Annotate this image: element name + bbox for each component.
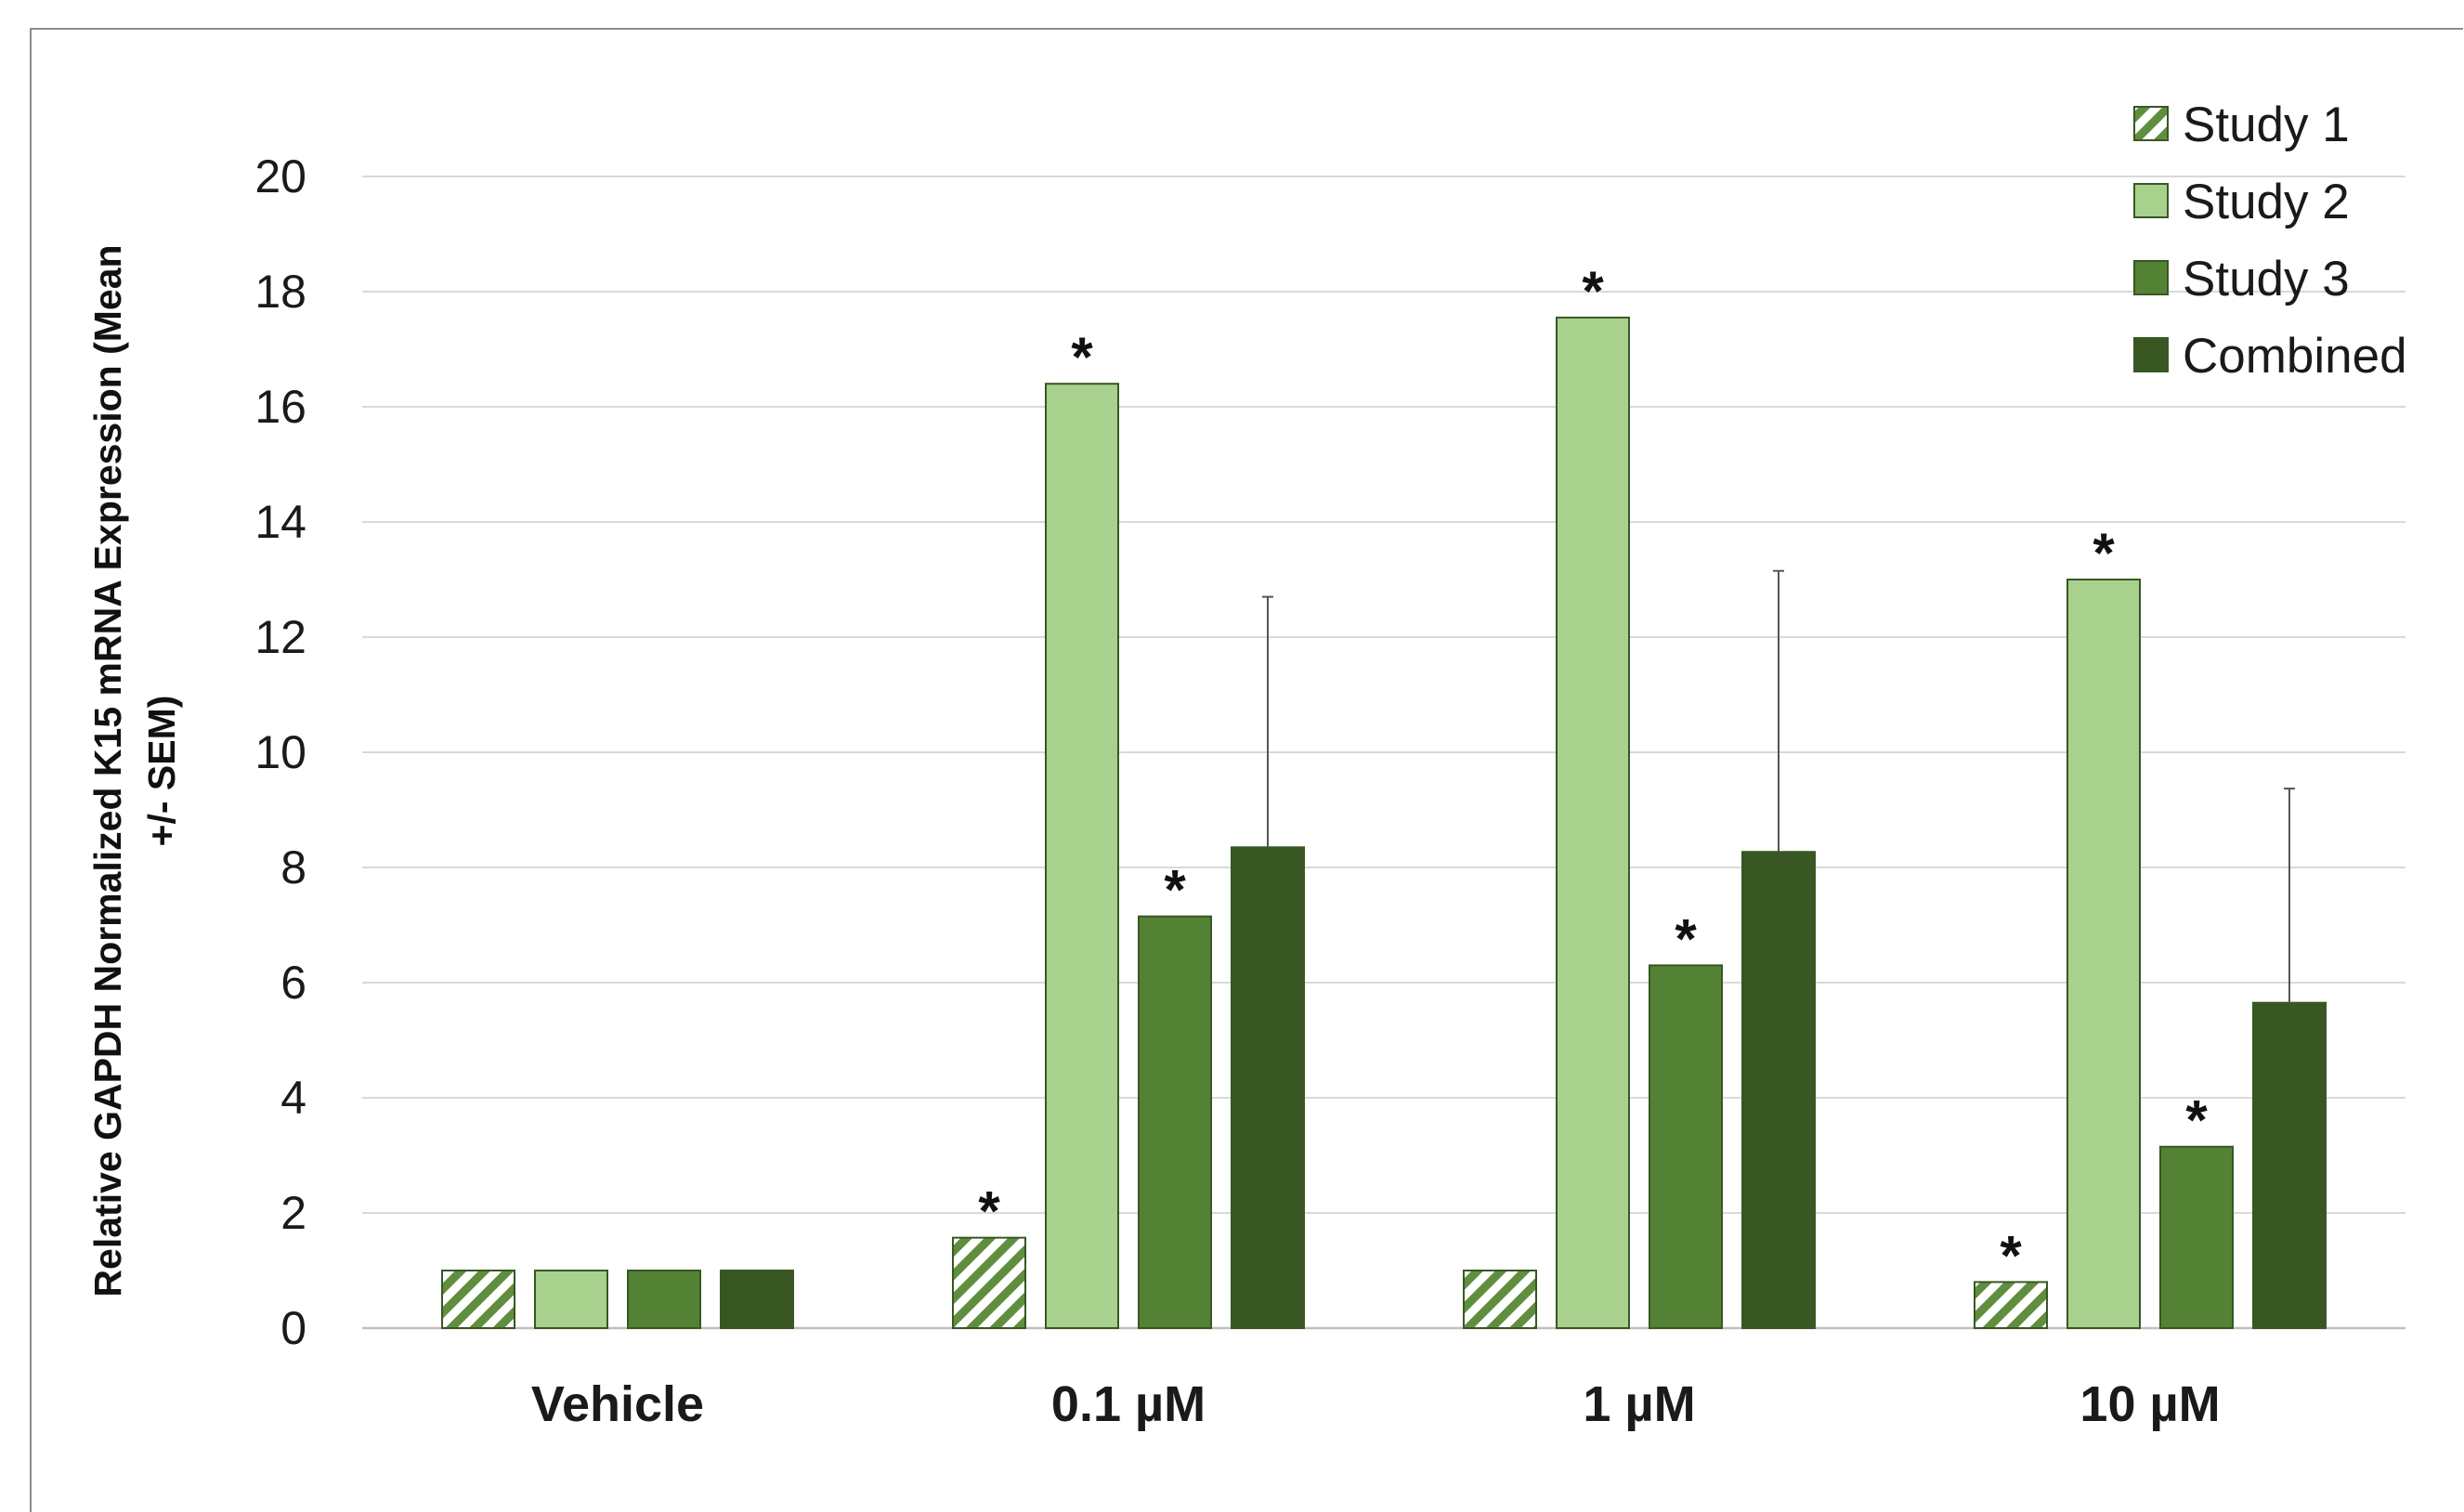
bar-study-3-1 [1138,915,1212,1329]
legend-swatch-study-3 [2133,260,2169,295]
y-axis-ticks: 0 2 4 6 8 10 12 14 16 18 20 [254,150,306,1354]
y-tick-label: 20 [254,150,306,202]
y-tick-label: 0 [280,1302,306,1354]
x-category-label: 0.1 µM [1051,1376,1206,1432]
bar-study-3-3 [2159,1145,2234,1329]
bar-combined-0 [720,1270,794,1329]
chart-frame [30,28,2463,1512]
y-tick-label: 16 [254,381,306,433]
legend-label-study-1: Study 1 [2183,98,2350,152]
x-axis-categories: Vehicle 0.1 µM 1 µM 10 µM [531,1376,2221,1432]
y-tick-label: 6 [280,957,306,1009]
bar-study-3-0 [627,1270,701,1329]
legend-label-study-3: Study 3 [2183,252,2350,306]
legend-swatch-study-1 [2133,106,2169,141]
significance-star: * [1164,859,1186,921]
x-category-label: 1 µM [1583,1376,1695,1432]
error-bars [1262,569,2295,1003]
bars [441,316,2327,1330]
y-axis-title-line: +/- SEM) [140,696,183,847]
y-tick-label: 14 [254,496,306,548]
y-tick-label: 8 [280,841,306,893]
significance-star: * [2000,1224,2022,1286]
bar-study-3-2 [1649,964,1723,1330]
x-category-label: 10 µM [2079,1376,2220,1432]
significance-star: * [978,1180,1000,1243]
x-category-label: Vehicle [531,1376,704,1432]
legend-label-combined: Combined [2183,329,2407,384]
bar-combined-1 [1231,846,1305,1329]
legend-label-study-2: Study 2 [2183,175,2350,229]
bar-study-2-1 [1045,383,1119,1329]
y-tick-label: 10 [254,726,306,778]
bar-study-2-0 [534,1270,608,1329]
bar-study-1-3 [1974,1281,2048,1330]
significance-markers: * * * * * * * * [978,260,2208,1287]
significance-star: * [1071,326,1093,388]
y-axis-title: Relative GAPDH Normalized K15 mRNA Expre… [86,244,183,1297]
y-tick-label: 4 [280,1072,306,1124]
bar-study-1-0 [441,1270,515,1329]
bar-study-2-2 [1556,316,1630,1329]
gridlines [362,176,2405,1330]
y-axis-title-line: Relative GAPDH Normalized K15 mRNA Expre… [86,244,129,1297]
y-tick-label: 18 [254,266,306,318]
significance-star: * [1582,260,1604,322]
y-tick-label: 12 [254,611,306,663]
bar-study-1-2 [1463,1270,1537,1329]
significance-star: * [1675,907,1697,970]
bar-combined-3 [2252,1001,2327,1329]
legend: Study 1 Study 2 Study 3 Combined [2133,98,2407,384]
legend-swatch-study-2 [2133,183,2169,218]
bar-study-1-1 [952,1236,1026,1330]
y-tick-label: 2 [280,1187,306,1239]
bar-combined-2 [1741,851,1816,1329]
bar-study-2-3 [2066,579,2141,1329]
significance-star: * [2092,522,2115,584]
significance-star: * [2185,1089,2208,1152]
legend-swatch-combined [2133,337,2169,372]
